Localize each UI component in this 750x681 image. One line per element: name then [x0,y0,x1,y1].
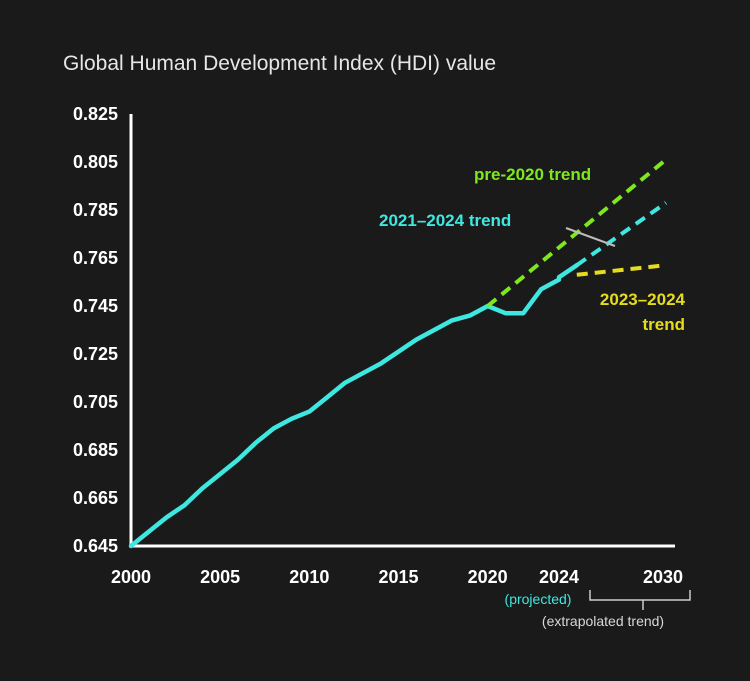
chart-title: Global Human Development Index (HDI) val… [63,52,496,75]
x-tick-label: 2020 [468,567,508,587]
pre-2020-trend-label: pre-2020 trend [474,165,591,184]
x-tick-labels: 2000 2005 2010 2015 2020 2024 2030 [111,567,683,587]
y-tick-label: 0.685 [73,440,118,460]
x-tick-label: 2010 [289,567,329,587]
x-tick-label: 2005 [200,567,240,587]
y-tick-label: 0.805 [73,152,118,172]
extrapolated-label: (extrapolated trend) [542,613,664,629]
x-tick-label: 2000 [111,567,151,587]
x-tick-label: 2030 [643,567,683,587]
y-tick-label: 0.785 [73,200,118,220]
y-tick-label: 0.665 [73,488,118,508]
y-tick-label: 0.765 [73,248,118,268]
trend-2023-2024-label-line2: trend [643,315,686,334]
hdi-series-line [556,262,580,280]
y-tick-labels: 0.825 0.805 0.785 0.765 0.745 0.725 0.705 0.685… [73,104,118,556]
projected-label: (projected) [505,591,572,607]
trend-2021-2024-label: 2021–2024 trend [379,211,511,230]
trend-line [575,201,668,267]
y-tick-label: 0.745 [73,296,118,316]
x-tick-label: 2024 [539,567,579,587]
extrapolated-bracket [589,590,691,610]
trend-line [576,263,667,277]
trend-2023-2024-label-line1: 2023–2024 [600,290,686,309]
y-tick-label: 0.725 [73,344,118,364]
y-tick-label: 0.645 [73,536,118,556]
y-tick-label: 0.825 [73,104,118,124]
hdi-series-line [128,277,562,549]
y-tick-label: 0.705 [73,392,118,412]
x-tick-label: 2015 [378,567,418,587]
trend-2021-2024-pointer [565,227,616,247]
